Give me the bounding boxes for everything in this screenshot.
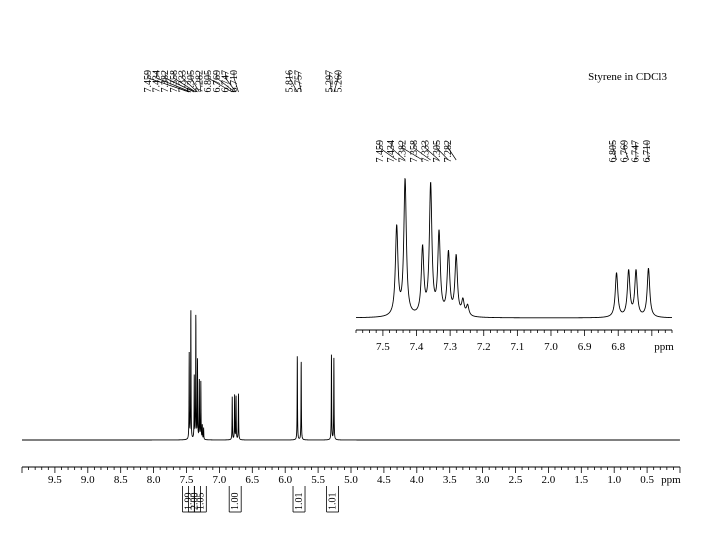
main-peak-label: 6.769 [212, 70, 223, 93]
inset-tick-label: 7.0 [544, 341, 558, 353]
main-peak-label: 7.382 [160, 70, 171, 93]
main-peak-label: 6.805 [203, 70, 214, 93]
main-axis-unit: ppm [661, 474, 681, 486]
peak-label-leader [297, 72, 302, 93]
main-tick-label: 2.0 [542, 474, 556, 486]
main-peak-label: 6.710 [229, 70, 240, 93]
main-tick-label: 1.0 [607, 474, 621, 486]
peak-label-leader [216, 72, 235, 93]
inset-peak-label-leader [379, 142, 397, 161]
peak-label-leader [147, 72, 190, 93]
peak-label-leader [225, 72, 237, 93]
inset-spectrum-line [356, 178, 672, 319]
inset-axis-unit: ppm [654, 341, 674, 353]
inset-tick-label: 6.9 [578, 341, 592, 353]
inset-peak-label: 7.305 [432, 140, 443, 163]
inset-peak-label: 7.282 [443, 140, 454, 163]
inset-peak-label-leader [623, 142, 629, 161]
main-tick-label: 1.5 [574, 474, 588, 486]
main-peak-label: 7.459 [143, 70, 154, 93]
integral-label: 1.99 [183, 493, 194, 511]
peak-label-leader [173, 72, 197, 93]
peak-label-leader [233, 72, 239, 93]
main-peak-label: 7.333 [177, 70, 188, 93]
main-tick-label: 4.0 [410, 474, 424, 486]
peak-label-leader [156, 72, 191, 93]
main-tick-label: 9.5 [48, 474, 62, 486]
inset-tick-label: 7.5 [376, 341, 390, 353]
main-tick-label: 7.0 [213, 474, 227, 486]
main-tick-label: 4.5 [377, 474, 391, 486]
main-tick-label: 8.0 [147, 474, 161, 486]
main-tick-label: 6.5 [245, 474, 259, 486]
inset-tick-label: 7.2 [477, 341, 491, 353]
integral-label: 1.01 [294, 493, 305, 511]
inset-peak-label: 7.459 [375, 140, 386, 163]
peak-label-leader [199, 72, 202, 93]
inset-peak-label: 6.805 [608, 140, 619, 163]
peak-label-leader [190, 72, 200, 93]
peak-label-leader [333, 72, 339, 93]
inset-peak-label-leader [436, 142, 449, 161]
main-peak-label: 5.816 [285, 70, 296, 93]
main-tick-label: 3.0 [476, 474, 490, 486]
integral-label: 2.00 [189, 493, 200, 511]
main-peak-label: 7.434 [152, 70, 163, 93]
inset-peak-label-leader [646, 142, 649, 161]
main-tick-label: 2.5 [509, 474, 523, 486]
main-tick-label: 3.5 [443, 474, 457, 486]
inset-peak-label-leader [390, 142, 406, 161]
main-tick-label: 0.5 [640, 474, 654, 486]
inset-peak-label: 7.358 [409, 140, 420, 163]
inset-tick-label: 6.8 [611, 341, 625, 353]
inset-peak-label: 7.333 [420, 140, 431, 163]
inset-peak-label-leader [402, 142, 423, 161]
peak-label-leader [207, 72, 233, 93]
inset-tick-label: 7.4 [410, 341, 424, 353]
integral-label: 1.00 [230, 493, 241, 511]
inset-peak-label-leader [447, 142, 457, 161]
main-peak-label: 7.358 [169, 70, 180, 93]
peak-label-leader [329, 72, 332, 93]
inset-tick-label: 7.3 [443, 341, 457, 353]
main-peak-label: 6.747 [220, 70, 231, 93]
inset-peak-label-leader [425, 142, 440, 161]
inset-peak-label-leader [413, 142, 431, 161]
inset-peak-label: 7.434 [386, 140, 397, 163]
main-peak-label: 5.260 [333, 70, 344, 93]
peak-label-leader [164, 72, 195, 93]
inset-peak-label-leader [612, 142, 617, 161]
inset-peak-label: 7.382 [398, 140, 409, 163]
main-tick-label: 8.5 [114, 474, 128, 486]
inset-peak-label: 6.747 [631, 140, 642, 163]
main-tick-label: 7.5 [180, 474, 194, 486]
inset-tick-label: 7.1 [510, 341, 524, 353]
main-tick-label: 5.5 [311, 474, 325, 486]
main-spectrum-line [22, 310, 680, 441]
integral-label: 1.01 [328, 493, 339, 511]
main-tick-label: 5.0 [344, 474, 358, 486]
peak-label-leader [289, 72, 298, 93]
inset-peak-label: 6.769 [619, 140, 630, 163]
chart-title: Styrene in CDCl3 [588, 71, 667, 83]
integral-label: 1.05 [195, 493, 206, 511]
main-tick-label: 6.0 [278, 474, 292, 486]
main-peak-label: 7.305 [186, 70, 197, 93]
main-tick-label: 9.0 [81, 474, 95, 486]
peak-label-leader [182, 72, 198, 93]
